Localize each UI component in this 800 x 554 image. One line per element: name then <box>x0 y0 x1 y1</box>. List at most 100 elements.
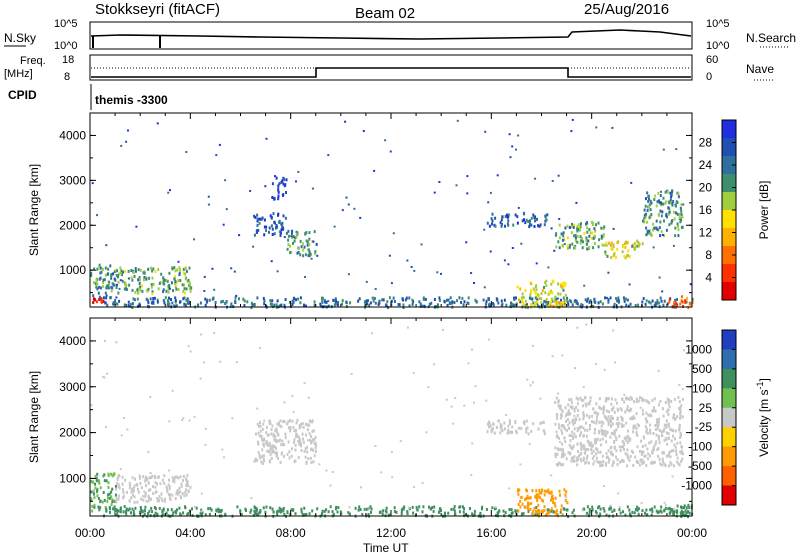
data-cell <box>185 493 188 497</box>
data-cell <box>648 197 650 201</box>
data-cell <box>149 488 152 492</box>
data-cell <box>633 424 636 428</box>
data-cell <box>156 499 159 503</box>
data-cell <box>524 505 527 509</box>
data-cell <box>185 483 188 487</box>
data-cell <box>143 509 146 512</box>
data-cell <box>647 199 650 203</box>
data-cell <box>262 457 265 461</box>
data-cell <box>482 298 485 302</box>
data-cell <box>580 222 582 226</box>
data-cell <box>257 451 260 455</box>
data-cell <box>166 487 168 491</box>
data-cell <box>284 436 287 440</box>
data-cell <box>253 509 256 513</box>
noise-point <box>341 209 344 212</box>
data-cell <box>528 502 531 506</box>
data-cell <box>602 460 605 463</box>
data-cell <box>633 242 636 246</box>
data-cell <box>250 306 253 310</box>
noise-point <box>290 235 293 238</box>
nave-tick-right-top: 60 <box>706 54 718 66</box>
noise-point <box>204 427 207 430</box>
data-cell <box>580 303 583 307</box>
colorbar-segment <box>722 485 736 506</box>
data-cell <box>129 304 132 308</box>
data-cell <box>99 506 102 510</box>
data-cell <box>131 476 134 480</box>
data-cell <box>150 301 153 305</box>
noise-point <box>168 469 171 472</box>
noise-point <box>365 280 368 283</box>
noise-point <box>126 428 129 431</box>
data-cell <box>527 501 529 505</box>
data-cell <box>660 434 663 438</box>
noise-point <box>508 487 511 490</box>
data-cell <box>270 456 273 460</box>
data-cell <box>156 497 159 500</box>
noise-point <box>553 249 556 252</box>
data-cell <box>153 296 156 300</box>
data-cell <box>408 296 411 300</box>
data-cell <box>644 511 646 515</box>
data-cell <box>93 267 96 271</box>
data-cell <box>602 227 605 230</box>
data-cell <box>550 497 553 501</box>
data-cell <box>105 509 108 513</box>
data-cell <box>279 460 282 464</box>
data-cell <box>675 200 678 204</box>
data-cell <box>645 464 648 467</box>
data-cell <box>589 444 592 448</box>
data-cell <box>562 424 565 428</box>
data-cell <box>124 269 127 273</box>
data-cell <box>258 217 261 221</box>
data-cell <box>547 490 550 494</box>
data-cell <box>125 303 127 307</box>
data-cell <box>661 210 664 214</box>
data-cell <box>618 445 621 449</box>
data-cell <box>287 243 290 247</box>
data-cell <box>667 432 670 435</box>
data-cell <box>591 456 594 460</box>
data-cell <box>99 266 102 270</box>
data-cell <box>143 512 146 516</box>
noise-point <box>483 228 486 231</box>
data-cell <box>265 505 268 509</box>
data-cell <box>124 281 127 285</box>
data-cell <box>294 443 297 447</box>
data-cell <box>334 507 337 511</box>
data-cell <box>649 508 652 512</box>
data-cell <box>303 449 306 453</box>
noise-point <box>550 227 553 230</box>
data-cell <box>124 478 127 482</box>
data-cell <box>657 422 660 426</box>
data-cell <box>261 455 264 459</box>
data-cell <box>598 420 601 424</box>
data-cell <box>581 303 584 307</box>
data-cell <box>663 423 666 427</box>
data-cell <box>174 475 177 479</box>
data-cell <box>415 505 418 509</box>
data-cell <box>110 285 113 289</box>
data-cell <box>596 437 599 441</box>
data-cell <box>92 294 95 298</box>
noise-point <box>505 414 508 416</box>
data-cell <box>594 229 597 233</box>
data-cell <box>141 289 144 293</box>
data-cell <box>595 223 597 227</box>
data-cell <box>667 437 670 441</box>
noise-point <box>390 451 393 454</box>
data-cell <box>633 511 636 515</box>
noise-point <box>303 382 306 385</box>
data-cell <box>282 182 285 186</box>
data-cell <box>140 497 143 501</box>
colorbar-segment <box>722 138 736 157</box>
data-cell <box>594 300 597 304</box>
data-cell <box>92 489 95 493</box>
data-cell <box>285 231 288 235</box>
data-cell <box>592 221 595 225</box>
data-cell <box>418 505 421 509</box>
data-cell <box>499 431 502 435</box>
data-cell <box>265 225 268 229</box>
data-cell <box>586 428 589 432</box>
